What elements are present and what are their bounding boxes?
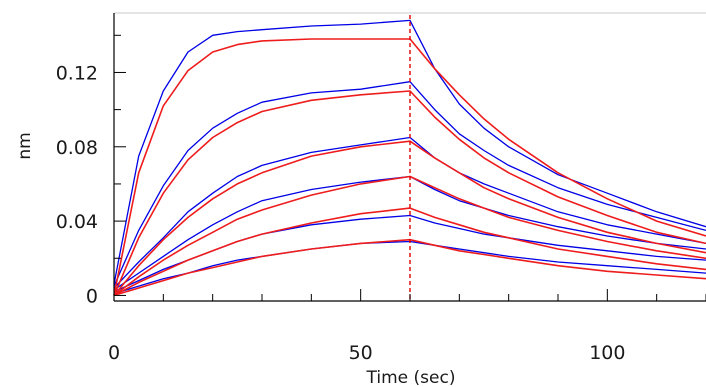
y-tick-label: 0.08 [56, 137, 98, 159]
fit-curve-5 [113, 207, 706, 297]
y-tick-label: 0 [86, 285, 98, 307]
x-tick-labels: 0 50 100 [108, 342, 626, 364]
x-tick-label: 100 [589, 342, 625, 364]
measured-curve-3 [113, 136, 706, 289]
fit-curve-2 [113, 90, 706, 296]
fit-curve-6 [113, 238, 706, 297]
x-axis-title: Time (sec) [366, 368, 456, 387]
y-tick-label: 0.12 [56, 62, 98, 84]
x-tick-label: 0 [108, 342, 120, 364]
y-axis-title: nm [15, 132, 35, 159]
axes-layer [113, 12, 706, 302]
fit-curve-1 [113, 38, 706, 296]
measured-curve-2 [113, 81, 706, 287]
series-layer [113, 19, 706, 297]
measured-curve-4 [113, 175, 706, 291]
fit-curve-4 [113, 175, 706, 297]
y-tick-label: 0.04 [56, 211, 98, 233]
x-tick-label: 50 [349, 342, 373, 364]
fit-curve-3 [113, 140, 706, 296]
y-tick-labels: 0 0.04 0.08 0.12 [56, 62, 98, 307]
